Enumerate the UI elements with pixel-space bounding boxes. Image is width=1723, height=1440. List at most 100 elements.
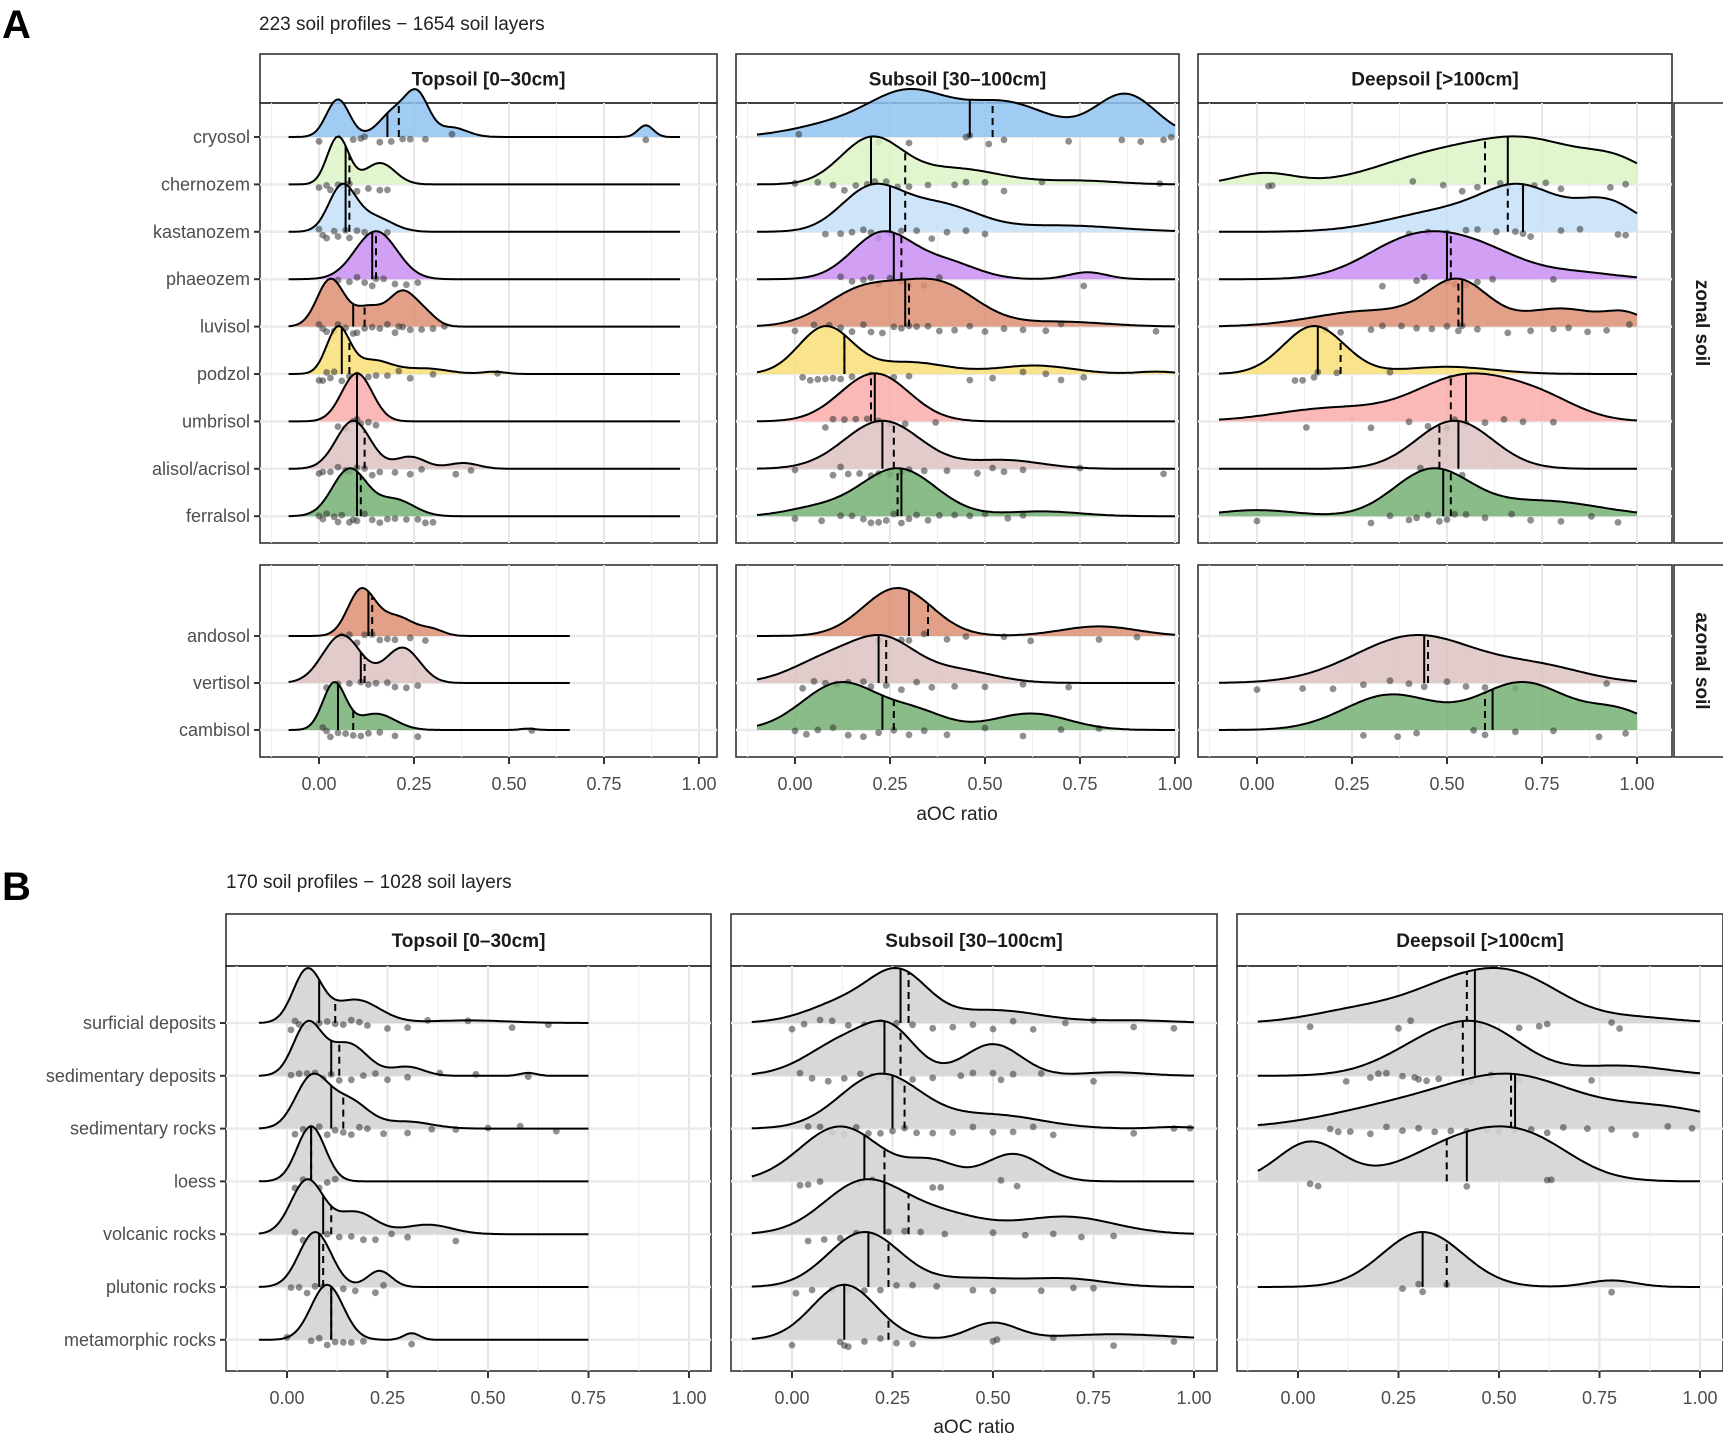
ridge-outline bbox=[756, 419, 1175, 470]
data-point bbox=[951, 511, 958, 519]
data-point bbox=[1386, 512, 1394, 520]
ridge-fill bbox=[258, 1073, 589, 1129]
data-point bbox=[882, 517, 890, 524]
data-point bbox=[403, 516, 410, 523]
data-point bbox=[882, 681, 890, 689]
data-point bbox=[1512, 728, 1519, 736]
data-point bbox=[913, 678, 920, 686]
ridge-outline bbox=[288, 467, 680, 518]
data-point bbox=[828, 1017, 836, 1025]
data-point bbox=[920, 727, 928, 735]
data-point bbox=[1306, 1180, 1314, 1188]
data-point bbox=[1399, 1072, 1406, 1080]
ridge-subsoil-30-100cm-metamorphic-rocks bbox=[751, 1283, 1195, 1351]
ridge-subsoil-30-100cm-vertisol bbox=[756, 634, 1175, 694]
data-point bbox=[860, 515, 867, 523]
ridge-deepsoil-100cm-chernozem bbox=[1218, 135, 1638, 195]
data-point bbox=[1622, 231, 1629, 239]
ridge-topsoil-0-30cm-plutonic-rocks bbox=[258, 1230, 589, 1297]
data-point bbox=[848, 373, 856, 381]
ridge-outline bbox=[1219, 230, 1638, 281]
data-point bbox=[820, 1236, 828, 1243]
data-point bbox=[1565, 324, 1572, 332]
data-point bbox=[351, 1287, 359, 1295]
ridge-fill bbox=[751, 1232, 1194, 1287]
data-point bbox=[347, 1016, 355, 1024]
data-point bbox=[981, 230, 989, 238]
data-point bbox=[319, 377, 327, 384]
data-point bbox=[856, 470, 863, 477]
data-point bbox=[365, 185, 372, 192]
data-point bbox=[323, 182, 330, 189]
ridge-outline bbox=[751, 1072, 1195, 1130]
x-tick-label: 0.25 bbox=[875, 1388, 910, 1408]
data-point bbox=[890, 323, 898, 331]
ridge-fill bbox=[288, 420, 680, 469]
ridge-topsoil-0-30cm-sedimentary-rocks bbox=[258, 1072, 589, 1139]
data-point bbox=[395, 367, 403, 375]
y-tick-label-phaeozem: phaeozem bbox=[166, 269, 250, 289]
data-point bbox=[372, 1289, 379, 1297]
data-point bbox=[1110, 1232, 1117, 1240]
ridge-outline bbox=[1257, 1230, 1700, 1288]
data-point bbox=[384, 372, 391, 379]
ridge-fill bbox=[751, 1126, 1194, 1182]
data-point bbox=[384, 186, 391, 194]
data-point bbox=[1375, 1070, 1382, 1077]
data-point bbox=[799, 684, 806, 692]
data-point bbox=[1462, 683, 1470, 690]
data-point bbox=[323, 1131, 331, 1139]
facet-strip-label: Deepsoil [>100cm] bbox=[1396, 931, 1563, 952]
ridge-topsoil-0-30cm-cryosol bbox=[288, 87, 680, 146]
ridge-fill bbox=[757, 682, 1175, 730]
data-point bbox=[949, 1023, 957, 1031]
ridge-topsoil-0-30cm-surficial-deposits bbox=[258, 966, 589, 1034]
data-point bbox=[981, 683, 989, 691]
data-point bbox=[342, 730, 349, 737]
x-tick-label: 0.50 bbox=[1481, 1388, 1516, 1408]
data-point bbox=[1333, 369, 1341, 377]
data-point bbox=[1420, 683, 1428, 691]
data-point bbox=[353, 273, 361, 281]
data-point bbox=[936, 327, 943, 335]
x-tick-label: 0.00 bbox=[774, 1388, 809, 1408]
data-point bbox=[384, 1025, 391, 1032]
data-point bbox=[404, 1233, 411, 1241]
data-point bbox=[295, 1070, 303, 1078]
data-point bbox=[867, 519, 875, 527]
data-point bbox=[1004, 514, 1012, 522]
data-point bbox=[1386, 368, 1394, 376]
ridge-fill bbox=[1219, 136, 1637, 185]
data-point bbox=[303, 1289, 311, 1297]
panel-b-x-axis-title: aOC ratio bbox=[933, 1417, 1014, 1438]
data-point bbox=[791, 727, 799, 735]
ridge-subsoil-30-100cm-sedimentary-deposits bbox=[751, 1019, 1194, 1086]
data-point bbox=[376, 138, 384, 146]
data-point bbox=[898, 519, 905, 527]
data-point bbox=[524, 1073, 532, 1080]
data-point bbox=[1550, 276, 1557, 283]
data-point bbox=[315, 1123, 323, 1131]
ridge-outline bbox=[288, 372, 680, 423]
data-point bbox=[327, 186, 334, 194]
ridge-fill bbox=[751, 1179, 1194, 1235]
ridge-fill bbox=[1219, 682, 1637, 730]
data-point bbox=[1584, 328, 1591, 336]
ridge-fill bbox=[757, 89, 1175, 137]
data-point bbox=[969, 1123, 977, 1131]
data-point bbox=[997, 1076, 1005, 1084]
data-point bbox=[1474, 325, 1481, 333]
data-point bbox=[962, 633, 970, 640]
data-point bbox=[368, 323, 376, 331]
data-point bbox=[808, 1074, 816, 1082]
data-point bbox=[388, 1230, 395, 1238]
data-point bbox=[981, 724, 989, 732]
data-point bbox=[1489, 275, 1496, 283]
data-point bbox=[1407, 1017, 1414, 1025]
ridge-topsoil-0-30cm-sedimentary-deposits bbox=[258, 1019, 589, 1084]
data-point bbox=[330, 513, 338, 521]
data-point bbox=[1462, 226, 1470, 234]
data-point bbox=[360, 1338, 367, 1345]
data-point bbox=[890, 510, 898, 518]
data-point bbox=[901, 1227, 908, 1235]
